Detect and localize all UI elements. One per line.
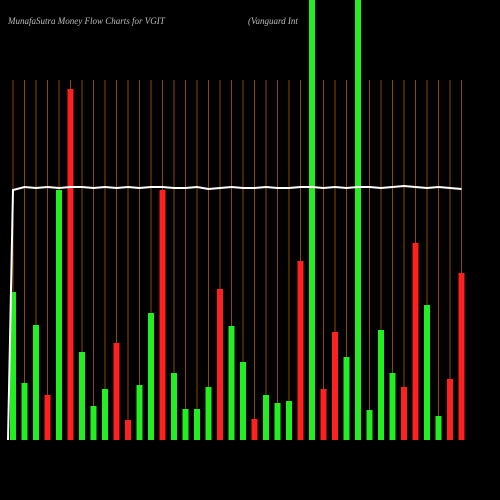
bar [217, 289, 223, 440]
bar [171, 373, 177, 440]
bar [205, 387, 212, 440]
bar [378, 330, 384, 440]
bar [309, 0, 315, 440]
bar [228, 326, 235, 440]
bar [389, 373, 396, 440]
bar [148, 313, 154, 440]
bar [320, 389, 327, 440]
bar [102, 389, 108, 440]
bar [79, 352, 85, 440]
bar [332, 332, 338, 440]
bar [412, 243, 419, 440]
bar [274, 403, 281, 440]
bar [458, 273, 465, 440]
bar [251, 419, 258, 440]
bar [447, 379, 453, 440]
bar [33, 325, 39, 440]
bar [240, 362, 246, 440]
bar [194, 409, 200, 440]
chart-title: MunafaSutra Money Flow Charts for VGIT [7, 16, 166, 26]
bar [136, 385, 143, 440]
bar [113, 343, 120, 440]
bar [343, 357, 350, 440]
bar [10, 292, 16, 440]
bar [435, 416, 442, 440]
bar [366, 410, 373, 440]
bar [182, 409, 189, 440]
bar [286, 401, 292, 440]
bar [297, 261, 304, 440]
bar [67, 89, 74, 440]
bar [90, 406, 97, 440]
bar [44, 395, 51, 440]
flow-line [7, 184, 462, 441]
bar [263, 395, 269, 440]
bar [424, 305, 430, 440]
bar [355, 0, 361, 440]
bar [125, 420, 131, 440]
bar [401, 387, 407, 440]
bar [159, 190, 166, 440]
bar [21, 383, 28, 440]
bar [56, 190, 62, 440]
chart-subtitle: (Vanguard Int [248, 16, 298, 26]
